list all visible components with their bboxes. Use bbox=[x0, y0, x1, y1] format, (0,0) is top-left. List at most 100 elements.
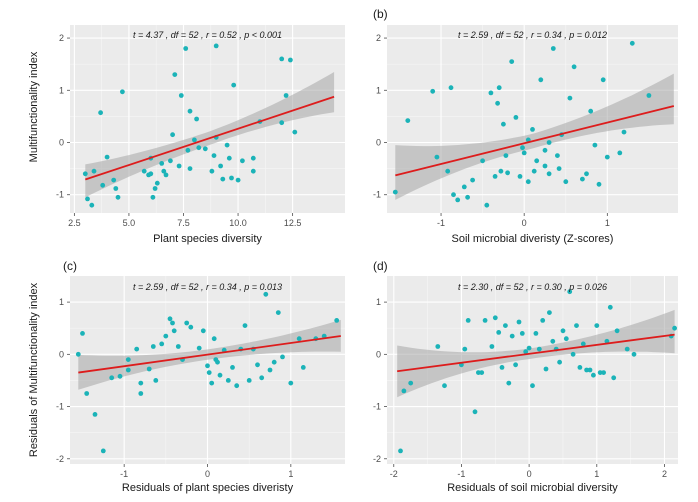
regression-line bbox=[78, 335, 341, 374]
y-tick-label: 1 bbox=[59, 297, 64, 307]
data-point bbox=[542, 147, 548, 153]
data-point bbox=[300, 365, 306, 370]
data-point bbox=[533, 331, 539, 336]
panel-c: -1 0 1 -2 -1 0 1 t = 2.59 , df = 52 , r = 0.34 … bbox=[56, 259, 345, 494]
data-point bbox=[171, 328, 177, 334]
panel-a: 2.5 5.0 7.5 10.0 12.5 -1 0 1 2 t = 4.37 , df = 52… bbox=[56, 25, 345, 245]
data-point bbox=[113, 186, 119, 191]
data-point bbox=[255, 362, 260, 368]
data-point bbox=[138, 391, 144, 396]
data-point bbox=[498, 168, 504, 174]
data-point bbox=[601, 370, 606, 375]
y-tick-label: -2 bbox=[56, 454, 64, 464]
data-point bbox=[540, 318, 546, 323]
data-point bbox=[292, 129, 298, 135]
data-point bbox=[246, 378, 252, 383]
x-tick-label: 1 bbox=[288, 469, 293, 479]
data-point bbox=[509, 333, 515, 339]
data-point bbox=[405, 118, 411, 123]
data-point bbox=[148, 171, 154, 177]
data-point bbox=[505, 170, 510, 176]
x-tick-label: 10.0 bbox=[229, 218, 247, 228]
data-point bbox=[596, 181, 602, 187]
data-point bbox=[82, 171, 88, 177]
data-point bbox=[192, 137, 197, 143]
x-tick-label: 2 bbox=[662, 469, 667, 479]
data-point bbox=[159, 341, 165, 347]
data-point bbox=[434, 154, 440, 160]
data-point bbox=[206, 370, 212, 375]
data-point bbox=[479, 370, 485, 375]
data-point bbox=[217, 372, 223, 378]
panel-label: (d) bbox=[373, 259, 388, 273]
x-tick-label: -2 bbox=[390, 469, 398, 479]
data-point bbox=[163, 333, 169, 339]
y-axis-title-top: Multifunctionality index bbox=[28, 51, 40, 162]
data-point bbox=[557, 359, 562, 365]
data-point bbox=[288, 380, 294, 386]
data-point bbox=[482, 318, 488, 323]
data-point bbox=[111, 177, 117, 183]
data-point bbox=[587, 367, 593, 373]
data-point bbox=[546, 171, 552, 177]
y-tick-label: -1 bbox=[56, 190, 64, 200]
data-point bbox=[584, 171, 589, 177]
data-point bbox=[283, 93, 289, 98]
data-point bbox=[120, 89, 125, 95]
data-point bbox=[567, 95, 573, 101]
data-point bbox=[462, 346, 468, 352]
data-point bbox=[146, 366, 152, 372]
data-point bbox=[560, 328, 566, 334]
x-tick-label: 0 bbox=[205, 469, 210, 479]
data-point bbox=[200, 328, 206, 334]
data-point bbox=[501, 121, 506, 127]
regression-line bbox=[84, 95, 335, 181]
panel-d: -2 -1 0 1 2 -2 -1 0 1 t = 2.30 , df = 52 , r = 0.… bbox=[373, 259, 678, 494]
x-tick-label: 2.5 bbox=[68, 218, 81, 228]
data-point bbox=[451, 192, 456, 198]
data-point bbox=[196, 145, 202, 151]
data-point bbox=[91, 168, 97, 174]
panel-label: (c) bbox=[63, 259, 77, 273]
data-point bbox=[398, 448, 403, 454]
data-point bbox=[279, 56, 285, 62]
data-point bbox=[187, 166, 193, 172]
data-point bbox=[488, 90, 494, 96]
data-point bbox=[591, 372, 596, 378]
data-point bbox=[209, 380, 215, 386]
data-point bbox=[577, 365, 583, 370]
data-point bbox=[211, 153, 217, 159]
data-point bbox=[476, 370, 481, 375]
data-point bbox=[225, 378, 231, 383]
data-point bbox=[546, 140, 552, 145]
data-point bbox=[563, 179, 569, 185]
x-tick-label: -1 bbox=[457, 469, 465, 479]
data-point bbox=[392, 189, 398, 195]
data-point bbox=[513, 362, 518, 368]
data-point bbox=[509, 59, 515, 64]
data-point bbox=[570, 351, 576, 357]
x-axis-title: Residuals of soil microbial diversity bbox=[447, 482, 618, 494]
data-point bbox=[611, 375, 617, 381]
data-point bbox=[580, 176, 585, 182]
data-point bbox=[176, 163, 182, 169]
x-tick-label: 5.0 bbox=[123, 218, 136, 228]
data-point bbox=[629, 40, 635, 46]
data-point bbox=[194, 116, 200, 122]
data-point bbox=[584, 367, 589, 373]
data-point bbox=[75, 351, 81, 357]
data-point bbox=[430, 88, 436, 94]
x-tick-label: 7.5 bbox=[177, 218, 190, 228]
data-point bbox=[472, 409, 478, 415]
data-point bbox=[134, 346, 140, 352]
data-point bbox=[218, 163, 224, 169]
y-tick-label: 0 bbox=[376, 349, 381, 359]
y-axis-title-bottom: Residuals of Multifunctionality index bbox=[28, 282, 40, 457]
data-point bbox=[250, 168, 256, 174]
data-point bbox=[448, 85, 454, 91]
panel-b: -1 0 1 -1 0 1 2 t = 2.59 , df = 52 , r = 0.34 ,… bbox=[373, 7, 678, 245]
data-point bbox=[185, 147, 191, 153]
data-point bbox=[334, 318, 340, 323]
data-point bbox=[209, 168, 215, 174]
